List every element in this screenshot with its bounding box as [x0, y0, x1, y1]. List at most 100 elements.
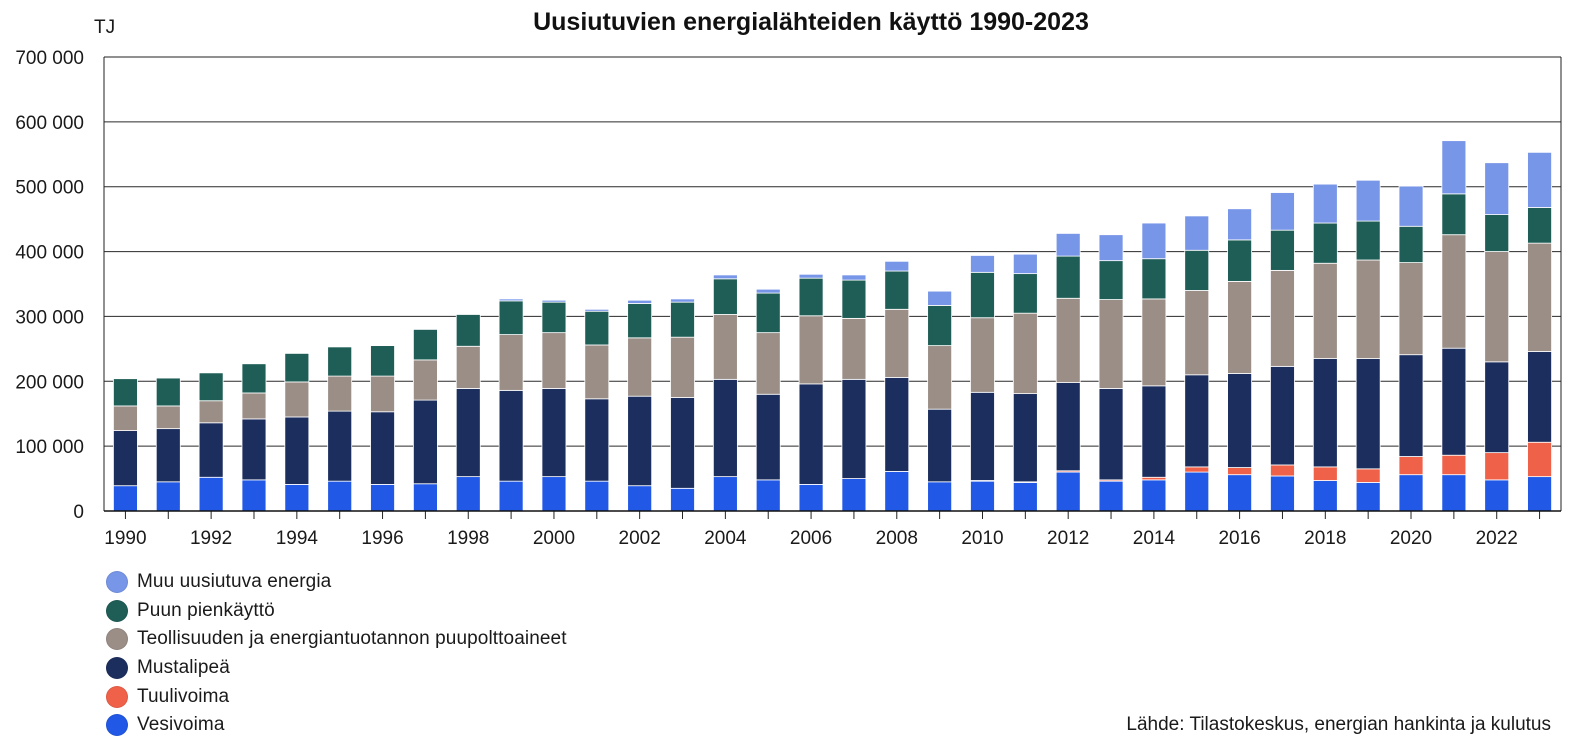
bar-segment	[1098, 260, 1124, 300]
bar-stack-2020	[1398, 185, 1424, 512]
x-tick-label: 1998	[447, 528, 489, 549]
bar-segment	[1355, 482, 1381, 512]
legend-swatch	[106, 714, 128, 737]
bar-segment	[1527, 476, 1552, 512]
bar-segment	[1484, 214, 1510, 252]
bar-segment	[670, 298, 695, 303]
bar-segment	[627, 303, 653, 339]
bar-segment	[884, 471, 910, 512]
bar-segment	[1012, 253, 1038, 275]
bar-segment	[198, 476, 224, 512]
bar-stack-2001	[584, 308, 610, 512]
bar-stack-1995	[327, 346, 353, 512]
bar-segment	[370, 484, 395, 512]
bar-segment	[1184, 374, 1210, 468]
bar-segment	[884, 376, 910, 472]
bar-segment	[155, 428, 181, 483]
bar-stack-2014	[1141, 222, 1167, 512]
bar-segment	[798, 484, 824, 512]
bar-segment	[884, 260, 910, 272]
bar-stack-2015	[1184, 215, 1210, 512]
bar-segment	[498, 300, 524, 335]
bar-segment	[1012, 273, 1038, 314]
x-tick-label: 2014	[1133, 528, 1176, 549]
bar-segment	[1098, 388, 1124, 481]
bar-segment	[1227, 373, 1253, 468]
legend-swatch	[106, 571, 128, 594]
bar-segment	[1312, 262, 1338, 359]
bar-segment	[1527, 151, 1552, 208]
bar-segment	[241, 392, 267, 420]
bar-segment	[755, 393, 781, 481]
bar-segment	[670, 487, 695, 512]
bar-segment	[1355, 259, 1381, 359]
bar-segment	[1012, 482, 1038, 512]
bar-segment	[498, 480, 524, 512]
legend-label: Mustalipeä	[137, 657, 230, 679]
x-tick-label: 2012	[1047, 528, 1089, 549]
bar-segment	[927, 408, 953, 483]
bar-stack-1997	[412, 328, 438, 512]
bar-segment	[1012, 312, 1038, 395]
bar-segment	[1355, 358, 1381, 470]
bar-segment	[755, 288, 781, 294]
bar-segment	[1484, 162, 1510, 216]
bar-segment	[1484, 452, 1510, 481]
bar-segment	[412, 359, 438, 401]
bar-segment	[1398, 456, 1424, 476]
y-tick-label: 700 000	[15, 48, 84, 69]
bar-stack-2005	[755, 288, 781, 512]
bar-segment	[755, 332, 781, 395]
bar-stack-2000	[541, 299, 567, 512]
bar-segment	[712, 378, 738, 478]
x-tick-label: 2002	[619, 528, 661, 549]
bar-segment	[1441, 454, 1467, 476]
bar-segment	[541, 301, 567, 334]
bar-segment	[1355, 220, 1381, 261]
y-tick-label: 200 000	[15, 372, 84, 393]
bar-segment	[1227, 467, 1253, 476]
bar-segment	[1184, 466, 1210, 473]
bar-stack-2010	[970, 255, 995, 512]
bar-stack-2018	[1312, 183, 1338, 512]
x-tick-label: 2006	[790, 528, 832, 549]
bar-segment	[1312, 222, 1338, 264]
bar-segment	[284, 352, 310, 383]
bar-segment	[1270, 229, 1295, 271]
bar-segment	[455, 388, 481, 478]
y-tick-label: 400 000	[15, 243, 84, 264]
bar-segment	[1184, 290, 1210, 376]
x-tick-label: 2000	[533, 528, 575, 549]
bar-stack-2017	[1270, 192, 1295, 512]
bar-segment	[327, 480, 353, 512]
y-tick-label: 500 000	[15, 178, 84, 199]
y-axis-ticks: 0 100 000 200 000 300 000 400 000 500 000 600 …	[15, 48, 84, 523]
bar-stack-1991	[155, 377, 181, 512]
bar-segment	[1055, 297, 1081, 383]
bar-segment	[584, 308, 610, 312]
bar-segment	[1270, 192, 1295, 231]
x-tick-label: 2008	[876, 528, 918, 549]
gridlines	[104, 56, 1561, 447]
stacked-bar-chart: Uusiutuvien energialähteiden käyttö 1990…	[15, 8, 1562, 549]
bar-stack-2002	[627, 299, 653, 512]
legend-swatch	[106, 628, 128, 651]
bar-stack-2012	[1055, 233, 1081, 512]
bar-segment	[927, 345, 953, 410]
y-tick-label: 100 000	[15, 437, 84, 458]
bar-stack-2011	[1012, 253, 1038, 512]
bar-segment	[1398, 185, 1424, 227]
legend: Muu uusiutuva energia Puun pienkäyttö Teol…	[106, 568, 567, 740]
bar-segment	[627, 395, 653, 487]
y-tick-label: 300 000	[15, 307, 84, 328]
bar-segment	[455, 476, 481, 512]
bar-segment	[841, 378, 867, 479]
bar-stack-2023	[1527, 151, 1552, 512]
legend-swatch	[106, 685, 128, 708]
bar-segment	[1270, 475, 1295, 512]
bar-segment	[1012, 393, 1038, 483]
bar-segment	[284, 416, 310, 485]
bar-stack-2008	[884, 260, 910, 512]
bar-segment	[1141, 258, 1167, 300]
bar-segment	[1441, 474, 1467, 512]
